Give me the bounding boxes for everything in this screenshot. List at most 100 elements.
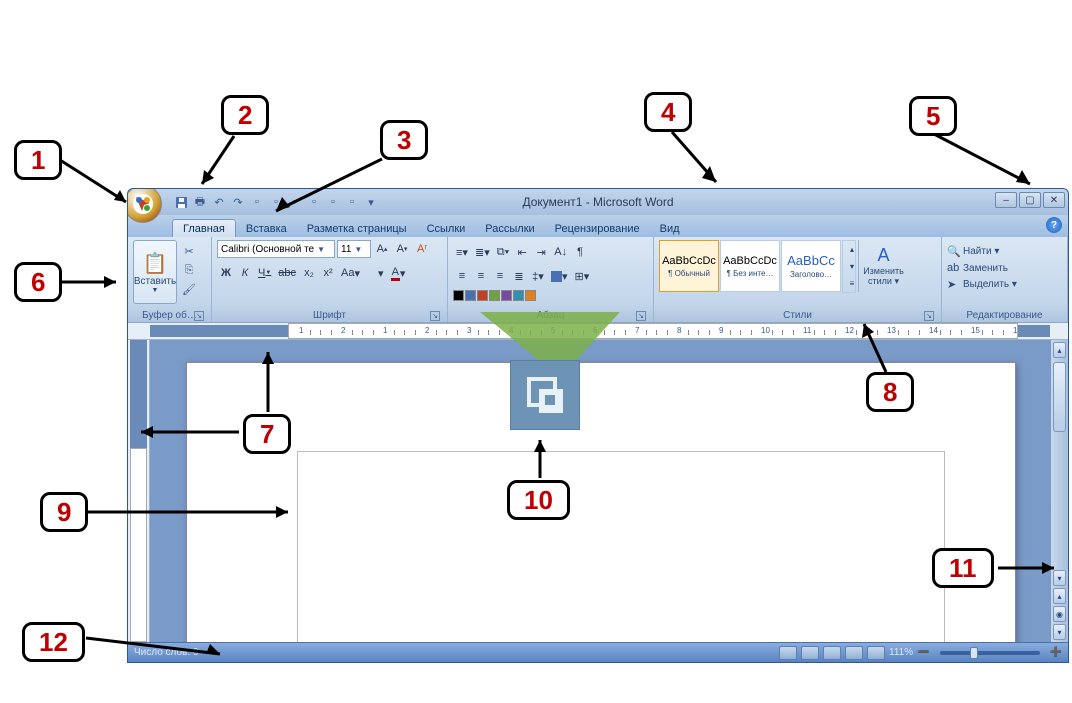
styles-gallery: AaBbCcDc¶ Обычный AaBbCcDc¶ Без инте… Aa… <box>659 240 856 293</box>
superscript-button[interactable]: x² <box>319 264 337 282</box>
next-page-button[interactable]: ▾ <box>1053 624 1066 640</box>
view-draft[interactable] <box>867 646 885 660</box>
zoom-in-button[interactable]: ➕ <box>1050 647 1062 658</box>
justify-button[interactable]: ≣ <box>510 267 528 285</box>
subscript-button[interactable]: x₂ <box>300 264 318 282</box>
window-controls: – ▢ ✕ <box>995 192 1065 208</box>
align-right-button[interactable]: ≡ <box>491 267 509 285</box>
binoculars-icon: 🔍 <box>947 245 960 258</box>
swatch[interactable] <box>477 290 488 301</box>
underline-button[interactable]: Ч▼ <box>255 264 274 282</box>
sort-button[interactable]: A↓ <box>551 243 570 261</box>
clear-format-button[interactable]: Aʳ <box>413 240 431 258</box>
bold-button[interactable]: Ж <box>217 264 235 282</box>
borders-button[interactable]: ⊞▾ <box>572 267 593 285</box>
tab-references[interactable]: Ссылки <box>417 220 476 237</box>
tab-review[interactable]: Рецензирование <box>545 220 650 237</box>
scroll-thumb[interactable] <box>1053 362 1066 432</box>
numbering-button[interactable]: ≣▾ <box>472 243 493 261</box>
group-label-editing: Редактирование <box>947 309 1062 322</box>
dialog-launcher[interactable]: ↘ <box>636 311 646 321</box>
help-button[interactable]: ? <box>1046 217 1062 233</box>
style-heading1[interactable]: AaBbCcЗаголово… <box>781 240 841 292</box>
view-fullscreen[interactable] <box>801 646 819 660</box>
tab-mailings[interactable]: Рассылки <box>475 220 544 237</box>
shading-button[interactable]: ▾ <box>548 267 571 285</box>
replace-button[interactable]: abЗаменить <box>947 261 1008 275</box>
grow-font-button[interactable]: A▴ <box>373 240 391 258</box>
print-icon[interactable]: 🖶 <box>193 195 207 209</box>
swatch[interactable] <box>525 290 536 301</box>
save-icon[interactable] <box>174 195 188 209</box>
indent-right-button[interactable]: ⇥ <box>532 243 550 261</box>
swatch[interactable] <box>513 290 524 301</box>
view-web[interactable] <box>823 646 841 660</box>
zoom-out-button[interactable]: ➖ <box>917 647 929 658</box>
vertical-ruler[interactable] <box>128 340 150 642</box>
style-nospacing[interactable]: AaBbCcDc¶ Без инте… <box>720 240 780 292</box>
view-print-layout[interactable] <box>779 646 797 660</box>
swatch[interactable] <box>489 290 500 301</box>
dialog-launcher[interactable]: ↘ <box>430 311 440 321</box>
tab-layout[interactable]: Разметка страницы <box>297 220 417 237</box>
arrow-2 <box>194 132 242 192</box>
group-label-font: Шрифт↘ <box>217 309 442 322</box>
vertical-scrollbar[interactable]: ▴ ▾ ▴ ◉ ▾ <box>1050 340 1068 642</box>
zoom-level[interactable]: 111% <box>889 647 913 658</box>
minimize-button[interactable]: – <box>995 192 1017 208</box>
font-size-combo[interactable]: 11▼ <box>337 240 371 258</box>
paste-button[interactable]: 📋 Вставить ▼ <box>133 240 177 304</box>
format-painter-icon[interactable]: 🖌 <box>181 281 197 297</box>
cut-icon[interactable]: ✂ <box>181 243 197 259</box>
maximize-button[interactable]: ▢ <box>1019 192 1041 208</box>
swatch[interactable] <box>501 290 512 301</box>
ribbon: 📋 Вставить ▼ ✂ ⎘ 🖌 Буфер об…↘ Calibri (О… <box>128 237 1068 323</box>
font-family-combo[interactable]: Calibri (Основной те▼ <box>217 240 335 258</box>
scroll-up-button[interactable]: ▴ <box>1053 342 1066 358</box>
view-outline[interactable] <box>845 646 863 660</box>
find-button[interactable]: 🔍Найти ▾ <box>947 244 999 259</box>
select-button[interactable]: ➤Выделить ▾ <box>947 277 1017 292</box>
highlight-button[interactable]: ▾ <box>364 264 387 282</box>
callout-1: 1 <box>14 140 62 180</box>
qat-icon[interactable]: ▫ <box>250 195 264 209</box>
font-color-button[interactable]: A▾ <box>388 264 409 282</box>
multilevel-button[interactable]: ⧉▾ <box>494 243 512 261</box>
indent-left-button[interactable]: ⇤ <box>513 243 531 261</box>
align-left-button[interactable]: ≡ <box>453 267 471 285</box>
undo-icon[interactable]: ↶ <box>212 195 226 209</box>
browse-object-button[interactable]: ◉ <box>1053 606 1066 622</box>
line-spacing-button[interactable]: ‡▾ <box>529 267 547 285</box>
change-case-button[interactable]: Aa▾ <box>338 264 363 282</box>
dialog-launcher[interactable]: ↘ <box>194 311 204 321</box>
change-styles-button[interactable]: A Изменить стили ▾ <box>858 240 908 292</box>
ruler-number: 11 <box>803 326 811 335</box>
callout-8: 8 <box>866 372 914 412</box>
swatch[interactable] <box>453 290 464 301</box>
dialog-launcher[interactable]: ↘ <box>924 311 934 321</box>
bullets-button[interactable]: ≡▾ <box>453 243 471 261</box>
tab-home[interactable]: Главная <box>172 219 236 237</box>
redo-icon[interactable]: ↷ <box>231 195 245 209</box>
ruler-number: 14 <box>929 326 938 335</box>
align-center-button[interactable]: ≡ <box>472 267 490 285</box>
callout-12: 12 <box>22 622 85 662</box>
strike-button[interactable]: abc <box>275 264 299 282</box>
copy-icon[interactable]: ⎘ <box>181 262 197 278</box>
tab-insert[interactable]: Вставка <box>236 220 297 237</box>
group-styles: AaBbCcDc¶ Обычный AaBbCcDc¶ Без инте… Aa… <box>654 237 942 322</box>
close-button[interactable]: ✕ <box>1043 192 1065 208</box>
swatch[interactable] <box>465 290 476 301</box>
callout-4: 4 <box>644 92 692 132</box>
style-normal[interactable]: AaBbCcDc¶ Обычный <box>659 240 719 292</box>
shrink-font-button[interactable]: A▾ <box>393 240 411 258</box>
ruler-number: 8 <box>677 326 681 335</box>
ruler-number: 2 <box>341 326 345 335</box>
tab-view[interactable]: Вид <box>650 220 690 237</box>
arrow-9 <box>82 502 300 522</box>
italic-button[interactable]: К <box>236 264 254 282</box>
prev-page-button[interactable]: ▴ <box>1053 588 1066 604</box>
show-marks-button[interactable]: ¶ <box>571 243 589 261</box>
zoom-slider[interactable] <box>940 651 1040 655</box>
arrow-4 <box>668 128 728 190</box>
